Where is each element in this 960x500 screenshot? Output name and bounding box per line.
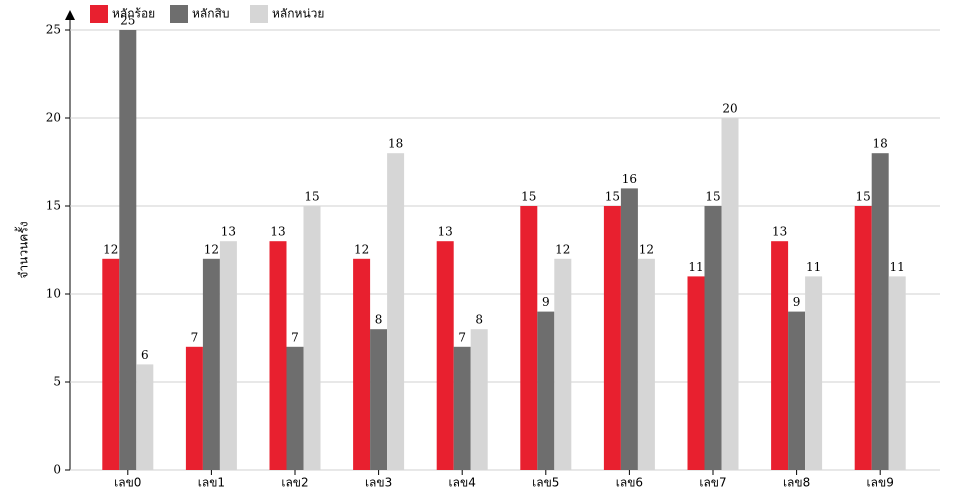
bar: [637, 258, 655, 470]
bar: [219, 241, 237, 470]
x-tick-label: เลข5: [532, 476, 559, 490]
value-label: 8: [475, 313, 483, 327]
value-label: 18: [388, 137, 403, 151]
value-label: 25: [120, 14, 135, 28]
value-label: 15: [304, 190, 319, 204]
y-tick-label: 25: [46, 23, 61, 37]
bar: [136, 364, 154, 470]
value-label: 7: [291, 330, 299, 344]
legend-swatch: [90, 5, 108, 23]
value-label: 8: [375, 313, 383, 327]
y-tick-label: 0: [53, 463, 61, 477]
bar: [303, 206, 321, 470]
value-label: 12: [103, 242, 118, 256]
bar: [888, 276, 906, 470]
y-tick-label: 10: [46, 287, 61, 301]
bar: [771, 241, 789, 470]
value-label: 12: [204, 242, 219, 256]
value-label: 7: [191, 330, 199, 344]
value-label: 15: [856, 190, 871, 204]
value-label: 12: [555, 242, 570, 256]
value-label: 9: [542, 295, 550, 309]
bar: [854, 206, 872, 470]
y-axis-arrow: [65, 10, 75, 20]
value-label: 12: [354, 242, 369, 256]
bar: [603, 206, 621, 470]
x-tick-label: เลข8: [783, 476, 810, 490]
value-label: 15: [605, 190, 620, 204]
bar: [871, 153, 889, 470]
x-tick-label: เลข3: [365, 476, 392, 490]
x-tick-label: เลข1: [198, 476, 225, 490]
y-tick-label: 20: [46, 111, 61, 125]
bar: [788, 311, 806, 470]
value-label: 11: [688, 260, 703, 274]
value-label: 11: [806, 260, 821, 274]
x-tick-label: เลข6: [616, 476, 643, 490]
value-label: 18: [873, 137, 888, 151]
bar: [102, 258, 120, 470]
legend-swatch: [170, 5, 188, 23]
value-label: 7: [458, 330, 466, 344]
bar: [370, 329, 388, 470]
bar: [520, 206, 538, 470]
value-label: 12: [639, 242, 654, 256]
value-label: 9: [793, 295, 801, 309]
bar: [269, 241, 287, 470]
bar: [721, 118, 739, 470]
value-label: 13: [270, 225, 285, 239]
x-tick-label: เลข0: [114, 476, 141, 490]
bar: [387, 153, 405, 470]
bar: [286, 346, 304, 470]
value-label: 15: [705, 190, 720, 204]
bar: [453, 346, 471, 470]
y-tick-label: 15: [46, 199, 61, 213]
bar: [185, 346, 203, 470]
legend-label: หลักหน่วย: [272, 7, 324, 21]
bar: [537, 311, 555, 470]
legend-label: หลักสิบ: [192, 7, 229, 21]
x-tick-label: เลข2: [281, 476, 308, 490]
x-tick-label: เลข9: [867, 476, 894, 490]
legend-swatch: [250, 5, 268, 23]
x-tick-label: เลข7: [699, 476, 726, 490]
bar: [119, 30, 137, 470]
x-tick-label: เลข4: [449, 476, 476, 490]
value-label: 15: [521, 190, 536, 204]
bar: [436, 241, 454, 470]
value-label: 11: [890, 260, 905, 274]
value-label: 6: [141, 348, 149, 362]
y-tick-label: 5: [53, 375, 61, 389]
value-label: 13: [772, 225, 787, 239]
bar: [353, 258, 371, 470]
value-label: 13: [438, 225, 453, 239]
bar: [687, 276, 705, 470]
bar: [620, 188, 638, 470]
bar: [202, 258, 220, 470]
value-label: 13: [221, 225, 236, 239]
bar: [805, 276, 823, 470]
legend-label: หลักร้อย: [112, 7, 155, 21]
y-axis-label: จำนวนครั้ง: [15, 221, 31, 278]
bar: [470, 329, 488, 470]
bar: [704, 206, 722, 470]
bar: [554, 258, 572, 470]
value-label: 16: [622, 172, 637, 186]
value-label: 20: [722, 102, 737, 116]
